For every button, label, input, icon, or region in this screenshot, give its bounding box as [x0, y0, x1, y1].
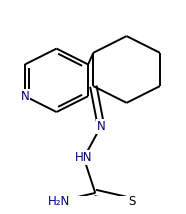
Text: S: S — [128, 195, 135, 208]
Text: N: N — [20, 90, 29, 103]
Text: HN: HN — [75, 151, 92, 164]
Text: H₂N: H₂N — [48, 195, 70, 208]
Text: N: N — [97, 120, 105, 133]
